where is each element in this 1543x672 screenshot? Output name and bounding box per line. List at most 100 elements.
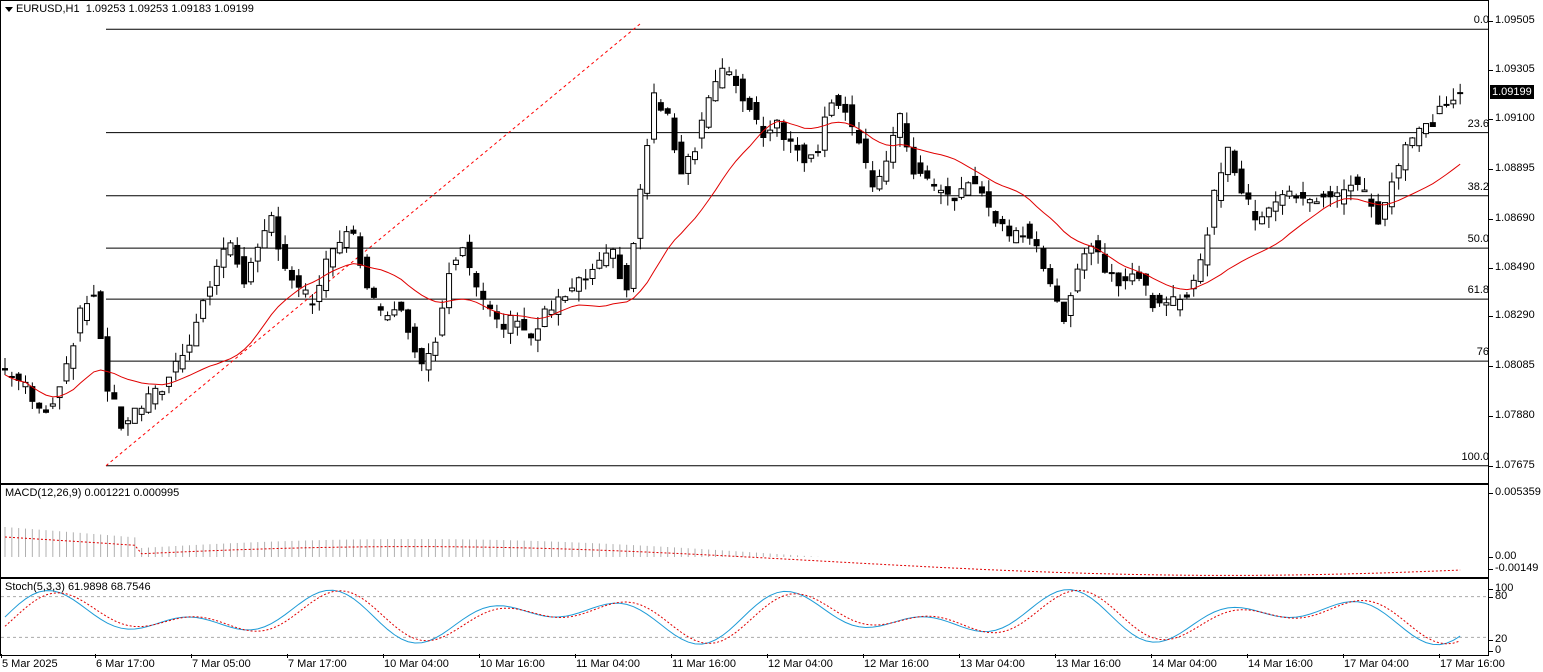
- candle-body: [1313, 201, 1320, 205]
- candle-body: [227, 242, 234, 256]
- candle-body: [610, 248, 617, 259]
- candle-body: [15, 373, 22, 382]
- candle-body: [247, 261, 254, 283]
- candle-body: [1293, 195, 1300, 199]
- candle-body: [275, 216, 282, 250]
- candle-body: [1306, 199, 1313, 204]
- candle-body: [582, 278, 589, 281]
- candle-body: [254, 246, 261, 262]
- stoch-tick: 80: [1488, 590, 1508, 602]
- price-tick: 1.08895: [1489, 162, 1535, 175]
- ohlc-values: 1.09253 1.09253 1.09183 1.09199: [85, 3, 254, 15]
- candle-body: [965, 182, 972, 196]
- macd-tick: -0.00149: [1488, 562, 1539, 574]
- candle-body: [316, 284, 323, 303]
- candle-body: [1252, 211, 1259, 221]
- candle-body: [944, 186, 951, 195]
- stochastic-chart: [1, 589, 1489, 646]
- candle-body: [1136, 271, 1143, 279]
- candle-body: [985, 191, 992, 208]
- time-tick: 12 Mar 04:00: [767, 654, 833, 670]
- candle-body: [753, 102, 760, 120]
- stoch-tick: 100: [1488, 582, 1514, 594]
- candle-body: [1341, 189, 1348, 205]
- candle-body: [521, 319, 528, 331]
- candle-body: [186, 344, 193, 353]
- candle-body: [575, 277, 582, 292]
- time-tick: 14 Mar 04:00: [1151, 654, 1217, 670]
- candle-body: [343, 231, 350, 248]
- candle-body: [1067, 295, 1074, 316]
- candle-body: [90, 294, 97, 297]
- candle-body: [480, 290, 487, 300]
- candle-body: [1129, 273, 1136, 282]
- candle-body: [937, 189, 944, 194]
- candle-body: [459, 247, 466, 257]
- candle-body: [466, 241, 473, 269]
- candle-body: [1347, 184, 1354, 192]
- time-tick: 10 Mar 16:00: [479, 654, 545, 670]
- candle-body: [1423, 123, 1430, 135]
- candle-body: [814, 151, 821, 154]
- candle-body: [603, 252, 610, 267]
- candle-body: [234, 244, 241, 265]
- candle-body: [1224, 146, 1231, 176]
- candle-body: [1388, 181, 1395, 208]
- time-axis[interactable]: 5 Mar 2025 6 Mar 17:00 7 Mar 05:00 7 Mar 17…: [0, 654, 1505, 672]
- candle-body: [569, 287, 576, 292]
- price-axis[interactable]: 1.09505 1.09305 1.09100 1.08895 1.08690 1.084…: [1488, 0, 1543, 672]
- candle-body: [1443, 103, 1450, 106]
- candle-body: [869, 170, 876, 188]
- price-chart-pane[interactable]: EURUSD,H1 1.09253 1.09253 1.09183 1.0919…: [0, 0, 1489, 484]
- candle-body: [97, 291, 104, 340]
- candle-body: [821, 116, 828, 151]
- candle-body: [1265, 207, 1272, 218]
- candle-body: [1416, 127, 1423, 147]
- price-chart: [2, 22, 1489, 467]
- time-tick: 14 Mar 16:00: [1247, 654, 1313, 670]
- candle-body: [418, 348, 425, 365]
- time-tick: 6 Mar 17:00: [95, 654, 155, 670]
- fib-level-label: 23.6: [1467, 117, 1489, 130]
- candle-body: [637, 188, 644, 239]
- candle-body: [692, 151, 699, 161]
- candle-body: [931, 183, 938, 187]
- candle-body: [562, 296, 569, 301]
- candle-body: [1361, 189, 1368, 193]
- candle-body: [1163, 302, 1170, 306]
- candle-body: [787, 138, 794, 142]
- candle-body: [1382, 202, 1389, 220]
- macd-tick: 0.00: [1488, 550, 1517, 562]
- candle-body: [56, 386, 63, 399]
- candle-body: [903, 123, 910, 148]
- time-tick: 11 Mar 16:00: [670, 654, 737, 670]
- fib-level-label: 100.0: [1461, 450, 1489, 463]
- macd-pane[interactable]: MACD(12,26,9) 0.001221 0.000995: [0, 484, 1489, 578]
- price-tick: 1.09100: [1489, 112, 1535, 125]
- candle-body: [896, 113, 903, 138]
- candle-body: [364, 256, 371, 289]
- price-tick: 1.07675: [1489, 458, 1535, 471]
- fib-trend-line: [105, 22, 642, 467]
- candle-body: [1279, 194, 1286, 206]
- candle-body: [1286, 190, 1293, 197]
- candle-body: [487, 304, 494, 310]
- fib-level-label: 76: [1476, 346, 1489, 359]
- candle-body: [159, 391, 166, 395]
- candle-body: [1204, 234, 1211, 266]
- candle-body: [1081, 253, 1088, 271]
- candle-body: [377, 306, 384, 311]
- candle-body: [1197, 259, 1204, 282]
- price-tick: 1.08490: [1489, 260, 1535, 273]
- candle-body: [49, 403, 56, 407]
- candle-body: [958, 188, 965, 198]
- candle-body: [1095, 240, 1102, 253]
- candle-body: [773, 119, 780, 129]
- collapse-triangle-icon[interactable]: [5, 6, 13, 12]
- candle-body: [992, 211, 999, 224]
- candle-body: [883, 160, 890, 182]
- candle-body: [405, 309, 412, 333]
- stochastic-pane[interactable]: Stoch(5,3,3) 61.9898 68.7546: [0, 578, 1489, 656]
- candle-body: [1231, 150, 1238, 174]
- candle-body: [596, 259, 603, 269]
